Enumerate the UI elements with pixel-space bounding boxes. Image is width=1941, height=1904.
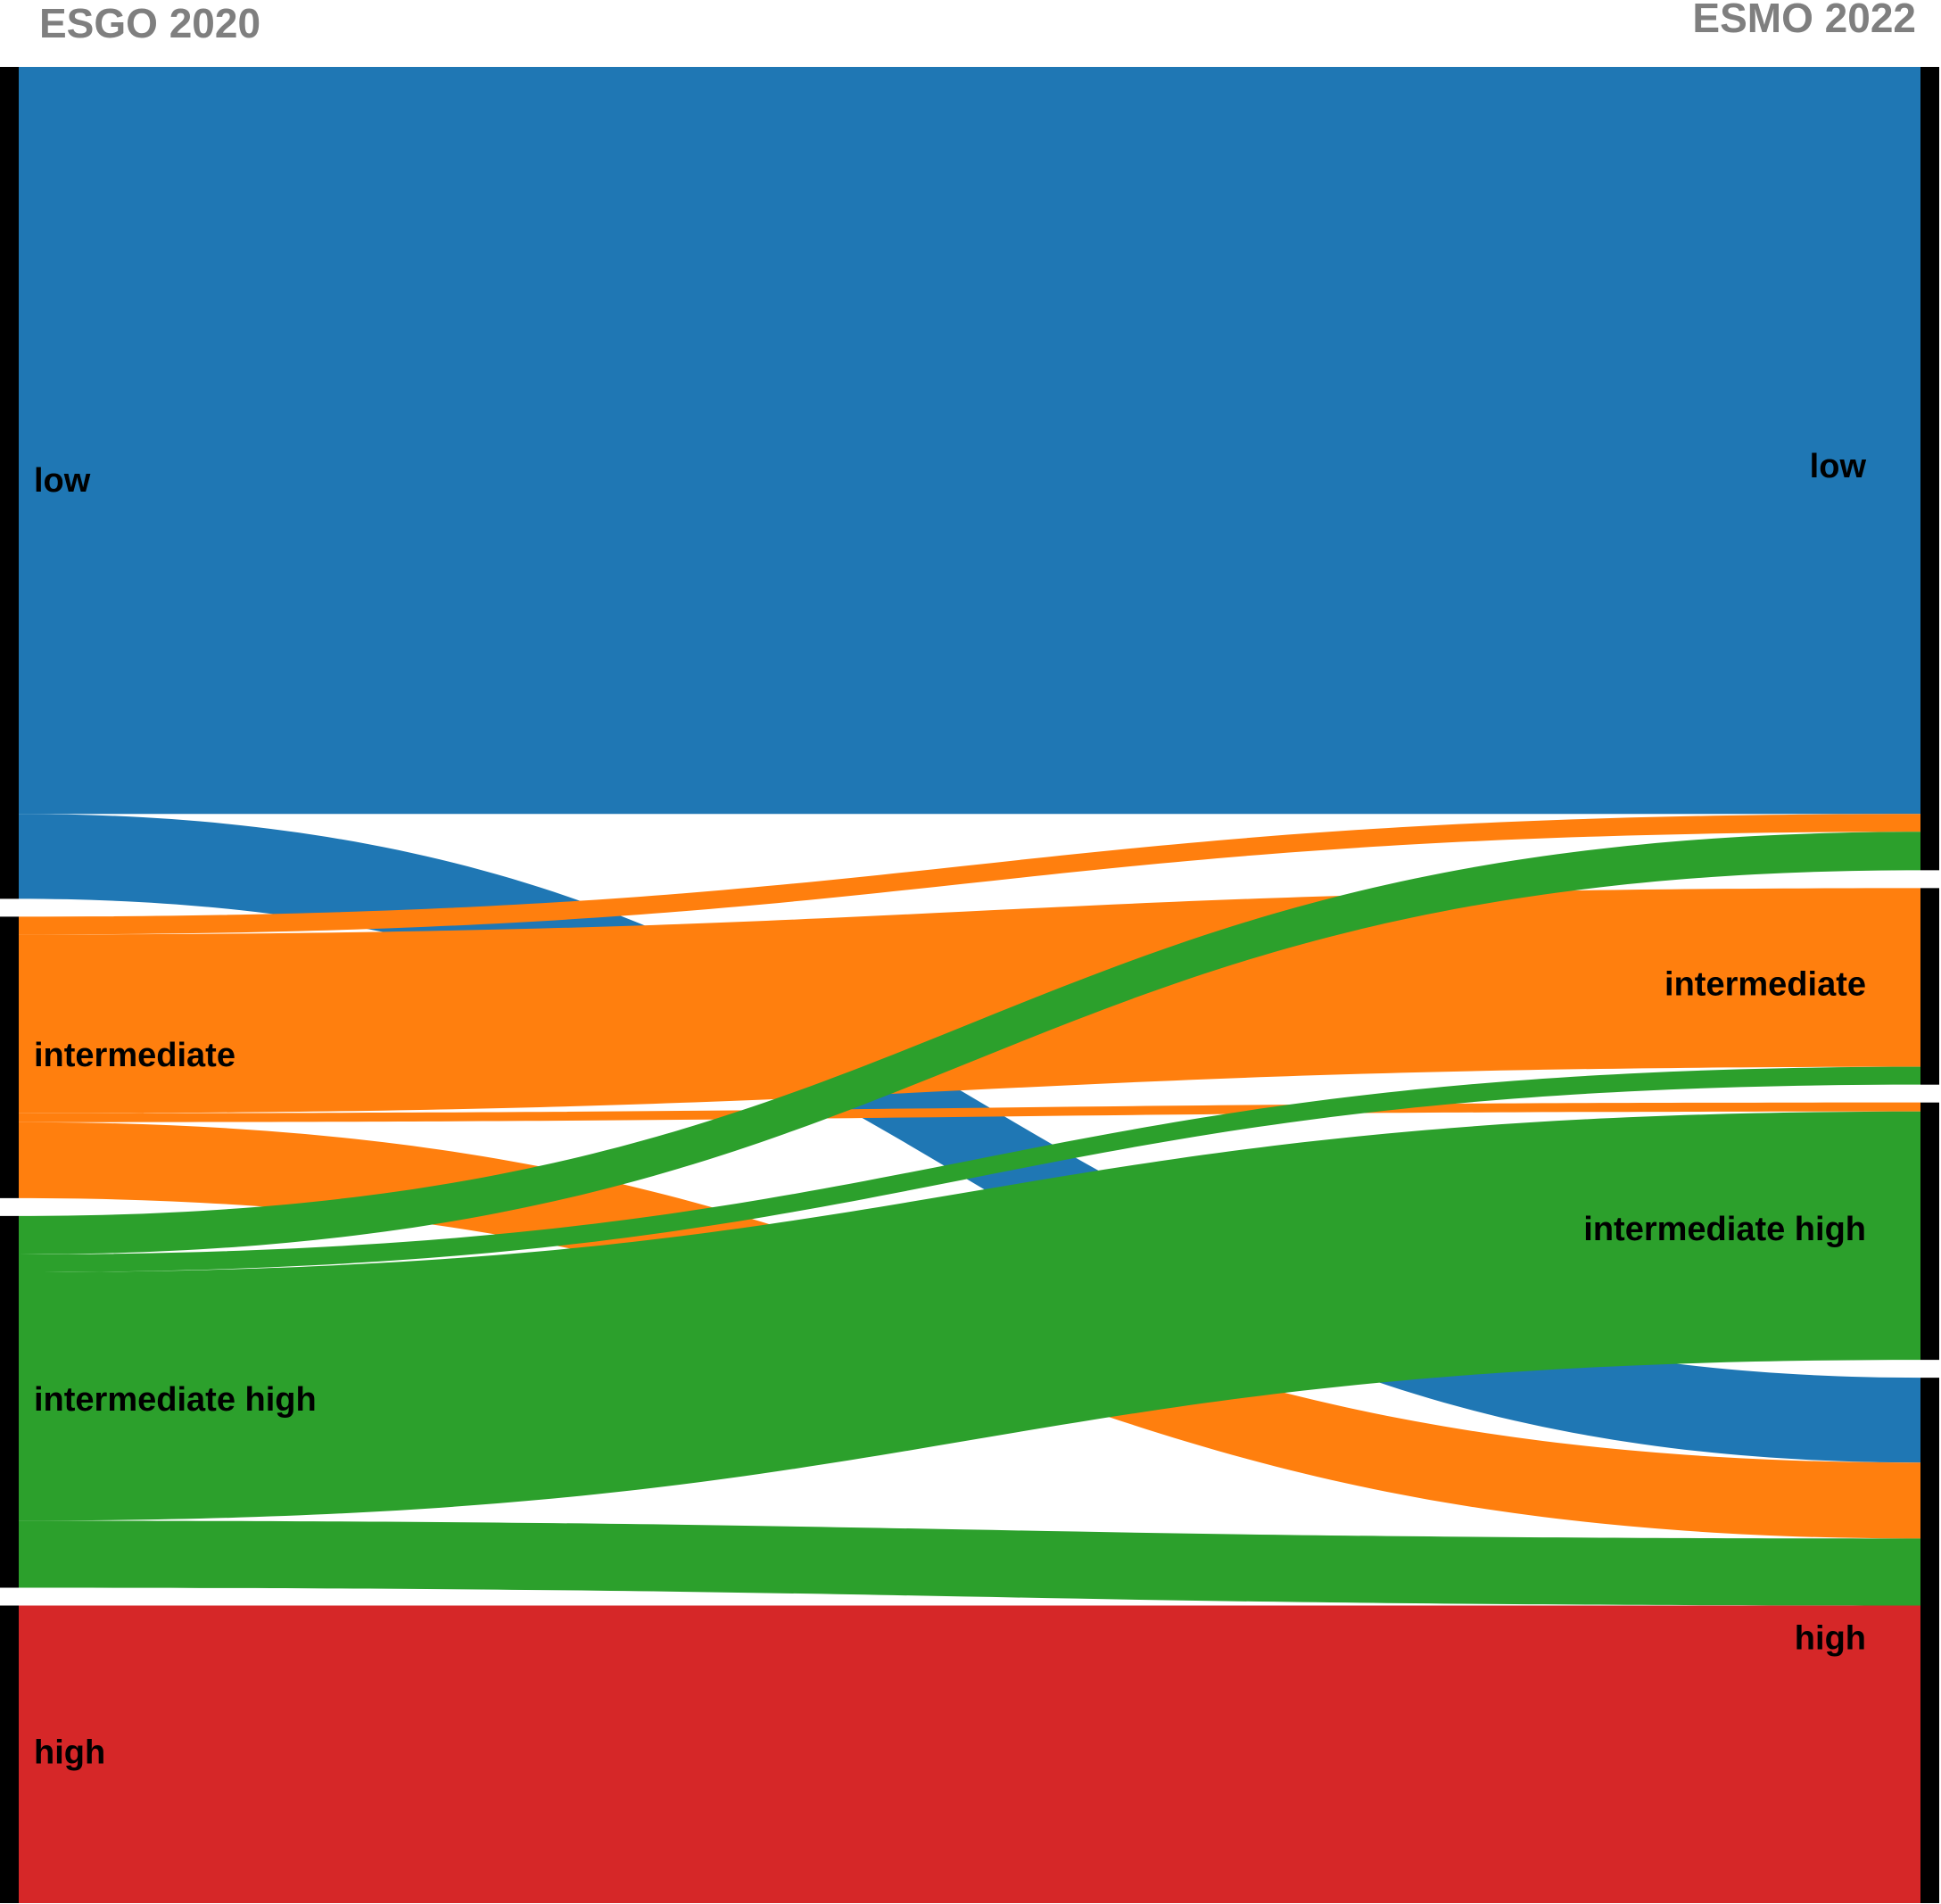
flow-low-to-high [19,814,1920,1463]
right-node-bar-high [1920,1378,1939,1903]
left-node-bar-intermediate-high [0,1215,19,1588]
flow-intermediate-to-intermediate-high [19,1102,1920,1122]
right-node-bar-low [1920,67,1939,871]
flow-links [19,67,1920,1903]
flow-low-to-low [19,67,1920,815]
left-node-label-high: high [34,1734,105,1771]
flow-intermediate-high-to-low [19,832,1920,1254]
right-node-bar-intermediate-high [1920,1102,1939,1361]
right-node-label-low: low [1810,448,1867,485]
right-node-bar-intermediate [1920,888,1939,1085]
right-node-label-intermediate: intermediate [1664,966,1866,1004]
right-column-title: ESMO 2022 [1692,0,1916,41]
right-node-label-intermediate-high: intermediate high [1583,1211,1866,1248]
node-labels: low intermediate intermediate high high low i… [34,448,1866,1771]
left-node-label-intermediate: intermediate [34,1037,235,1074]
left-node-bar-low [0,67,19,899]
left-node-bar-high [0,1605,19,1903]
flow-intermediate-high-to-intermediate-high [19,1111,1920,1521]
flow-intermediate-high-to-high [19,1520,1920,1606]
left-node-label-low: low [34,462,91,500]
left-node-bar-intermediate [0,916,19,1198]
flow-intermediate-high-to-intermediate [19,1066,1920,1272]
flow-intermediate-to-intermediate [19,888,1920,1113]
right-node-label-high: high [1795,1620,1866,1658]
node-bars [0,67,1939,1903]
flow-high-to-high [19,1605,1920,1903]
left-node-label-intermediate-high: intermediate high [34,1381,317,1419]
left-column-title: ESGO 2020 [39,0,260,46]
flow-intermediate-to-low [19,814,1920,935]
